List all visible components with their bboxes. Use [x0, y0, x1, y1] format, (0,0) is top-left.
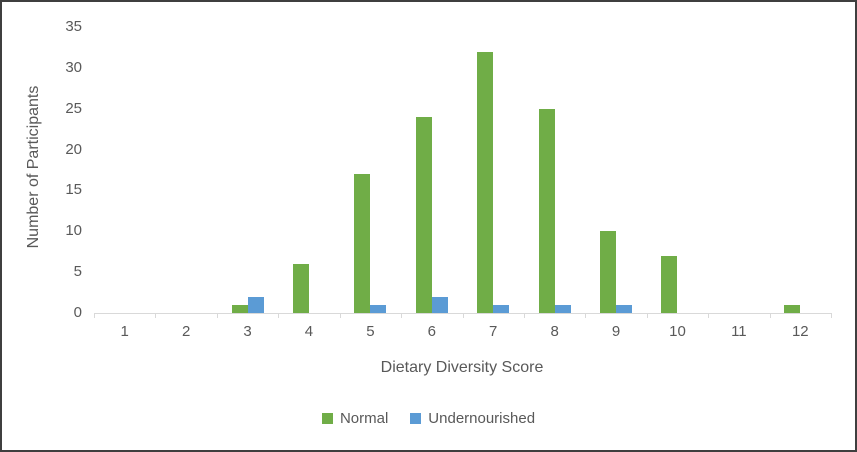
bar-undernourished-score-7: [493, 304, 509, 313]
bar-normal-score-4: [293, 263, 309, 313]
x-tick-label: 7: [489, 323, 498, 340]
bar-normal-score-10: [661, 255, 677, 313]
bar-normal-score-6: [416, 116, 432, 313]
x-tick-label: 9: [611, 323, 621, 340]
x-axis-tick-mark: [831, 313, 832, 318]
x-tick-label: 5: [366, 323, 375, 340]
normal-series-swatch-icon: [321, 413, 333, 424]
x-axis-tick-mark: [585, 313, 586, 318]
x-axis-tick-mark: [463, 313, 464, 318]
x-axis-tick-mark: [708, 313, 709, 318]
x-tick-label: 6: [427, 323, 436, 340]
bar-undernourished-score-6: [432, 296, 448, 313]
x-tick-label: 8: [550, 323, 559, 340]
legend: Normal Undernourished: [2, 410, 855, 427]
y-tick-label: 30: [65, 58, 82, 76]
x-axis-tick-mark: [278, 313, 279, 318]
x-tick-label: 3: [243, 323, 252, 340]
x-axis-tick-mark: [647, 313, 648, 318]
x-tick-label: 1: [120, 323, 129, 340]
y-tick-label: 15: [65, 181, 82, 199]
x-axis-tick-mark: [524, 313, 525, 318]
legend-item-normal: Normal: [321, 410, 389, 427]
x-tick-label: 10: [669, 323, 686, 340]
legend-label-normal: Normal: [339, 410, 389, 427]
x-axis-tick-mark: [401, 313, 402, 318]
bar-normal-score-8: [539, 108, 555, 313]
legend-label-undernourished: Undernourished: [428, 410, 536, 427]
bar-undernourished-score-5: [370, 304, 386, 313]
bar-undernourished-score-3: [248, 296, 264, 313]
bar-undernourished-score-9: [616, 304, 632, 313]
bar-normal-score-12: [784, 304, 800, 313]
x-axis-tick-mark: [217, 313, 218, 318]
x-axis-tick-mark: [155, 313, 156, 318]
x-axis-title: Dietary Diversity Score: [380, 359, 544, 376]
y-tick-label: 5: [73, 263, 82, 281]
y-tick-label: 10: [65, 222, 82, 240]
bar-undernourished-score-8: [555, 304, 571, 313]
y-tick-label: 0: [73, 304, 82, 321]
x-tick-label: 2: [181, 323, 191, 340]
undernourished-series-swatch-icon: [410, 413, 422, 424]
x-tick-label: 11: [731, 323, 747, 340]
x-axis-tick-mark: [94, 313, 95, 318]
y-tick-label: 25: [65, 99, 82, 117]
bar-normal-score-5: [354, 174, 370, 313]
legend-item-undernourished: Undernourished: [410, 410, 535, 427]
y-axis-title: Number of Participants: [25, 85, 42, 249]
bar-normal-score-9: [600, 231, 616, 313]
x-axis-line: [94, 313, 832, 318]
x-axis-tick-mark: [770, 313, 771, 318]
x-tick-label: 4: [304, 323, 314, 340]
x-tick-label: 12: [791, 323, 809, 340]
x-axis-tick-mark: [340, 313, 341, 318]
y-tick-label: 35: [65, 18, 82, 35]
bar-normal-score-3: [232, 304, 248, 313]
bar-normal-score-7: [477, 51, 493, 313]
y-tick-label: 20: [65, 140, 82, 158]
